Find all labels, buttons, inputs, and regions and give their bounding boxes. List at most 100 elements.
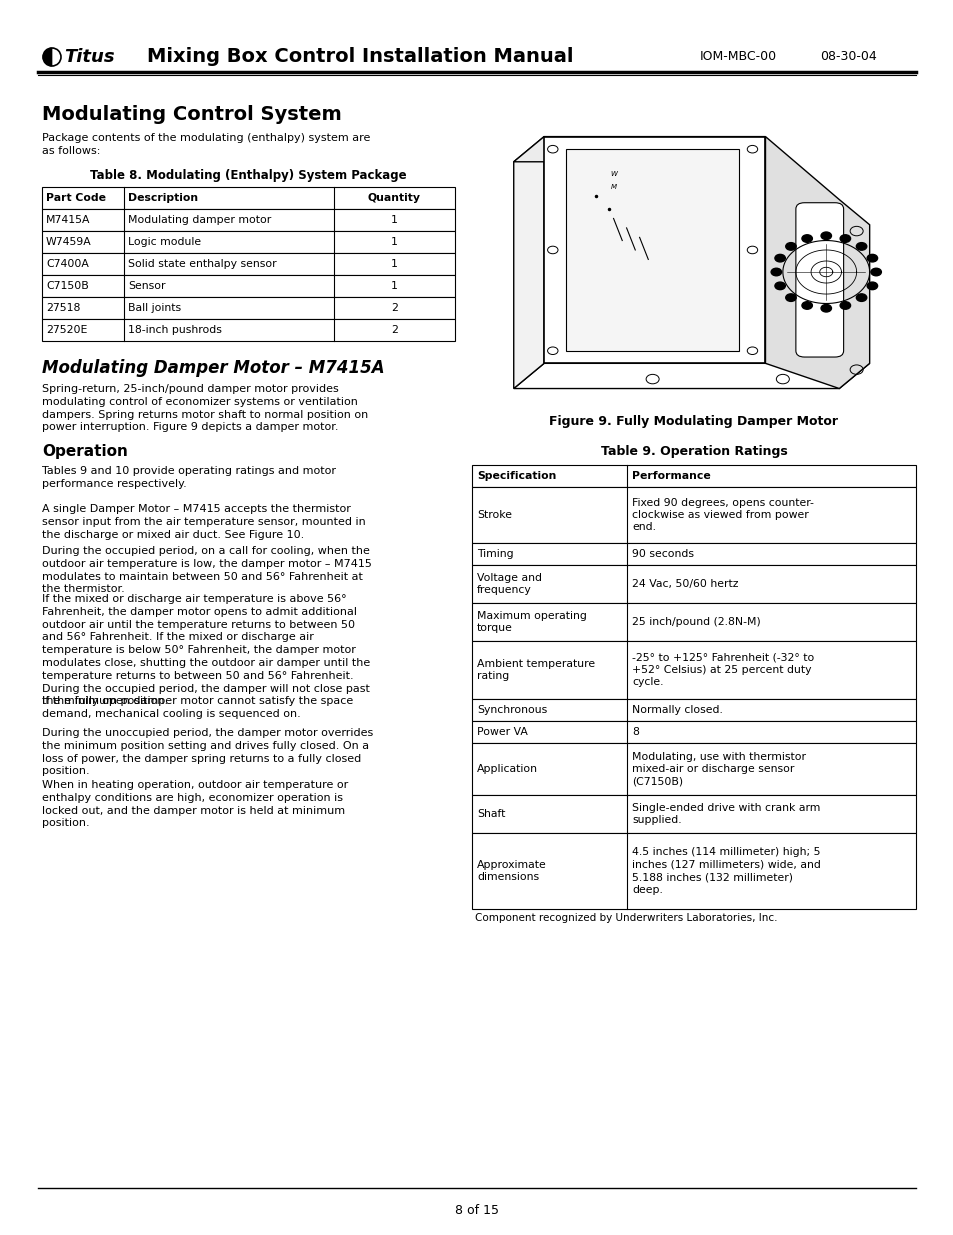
Bar [472, 795, 915, 832]
Circle shape [770, 268, 781, 275]
Circle shape [856, 294, 866, 301]
Polygon shape [513, 363, 869, 389]
FancyBboxPatch shape [795, 203, 842, 357]
Text: Spring-return, 25-inch/pound damper motor provides
modulating control of economi: Spring-return, 25-inch/pound damper moto… [42, 384, 368, 432]
Bar [472, 721, 915, 743]
Text: Approximate
dimensions: Approximate dimensions [476, 860, 546, 882]
Text: 1: 1 [391, 215, 397, 225]
Bar [472, 699, 915, 721]
Text: When in heating operation, outdoor air temperature or
enthalpy conditions are hi: When in heating operation, outdoor air t… [42, 781, 348, 829]
Text: W7459A: W7459A [46, 237, 91, 247]
Text: Ball joints: Ball joints [128, 303, 181, 312]
Bar [472, 466, 915, 487]
Text: Description: Description [128, 193, 198, 203]
Circle shape [856, 242, 866, 251]
Text: If the fully open damper motor cannot satisfy the space
demand, mechanical cooli: If the fully open damper motor cannot sa… [42, 697, 353, 719]
Text: Voltage and
frequency: Voltage and frequency [476, 573, 541, 595]
Text: 1: 1 [391, 259, 397, 269]
Text: Specification: Specification [476, 471, 556, 480]
Text: If the mixed or discharge air temperature is above 56°
Fahrenheit, the damper mo: If the mixed or discharge air temperatur… [42, 594, 370, 706]
Circle shape [870, 268, 881, 275]
Bar [42, 253, 455, 275]
Text: Part Code: Part Code [46, 193, 106, 203]
Text: 25 inch/pound (2.8N-M): 25 inch/pound (2.8N-M) [631, 618, 760, 627]
Text: C7150B: C7150B [46, 282, 89, 291]
Text: Ambient temperature
rating: Ambient temperature rating [476, 658, 595, 682]
Text: 8 of 15: 8 of 15 [455, 1203, 498, 1216]
Bar [42, 296, 455, 319]
Text: Power VA: Power VA [476, 727, 527, 737]
Bar [42, 275, 455, 296]
Text: Modulating Damper Motor – M7415A: Modulating Damper Motor – M7415A [42, 359, 384, 377]
Text: 24 Vac, 50/60 hertz: 24 Vac, 50/60 hertz [631, 579, 738, 589]
Text: Component recognized by Underwriters Laboratories, Inc.: Component recognized by Underwriters Lab… [475, 913, 777, 923]
Circle shape [774, 254, 784, 262]
Text: Table 8. Modulating (Enthalpy) System Package: Table 8. Modulating (Enthalpy) System Pa… [91, 169, 406, 182]
Bar [472, 832, 915, 909]
Text: 90 seconds: 90 seconds [631, 550, 693, 559]
Bar [472, 603, 915, 641]
Text: M7415A: M7415A [46, 215, 91, 225]
Bar [472, 743, 915, 795]
Text: M: M [610, 184, 616, 190]
Text: A single Damper Motor – M7415 accepts the thermistor
sensor input from the air t: A single Damper Motor – M7415 accepts th… [42, 504, 365, 540]
Text: Normally closed.: Normally closed. [631, 705, 722, 715]
Bar [472, 487, 915, 543]
Polygon shape [513, 137, 543, 389]
Text: 18-inch pushrods: 18-inch pushrods [128, 325, 222, 335]
Text: Titus: Titus [64, 48, 114, 65]
Text: Modulating damper motor: Modulating damper motor [128, 215, 271, 225]
Polygon shape [565, 149, 739, 351]
Text: During the occupied period, on a call for cooling, when the
outdoor air temperat: During the occupied period, on a call fo… [42, 546, 372, 594]
Bar [42, 186, 455, 209]
Text: Fixed 90 degrees, opens counter-
clockwise as viewed from power
end.: Fixed 90 degrees, opens counter- clockwi… [631, 498, 813, 532]
Wedge shape [43, 48, 52, 65]
Text: Sensor: Sensor [128, 282, 165, 291]
Circle shape [821, 305, 831, 312]
Text: Figure 9. Fully Modulating Damper Motor: Figure 9. Fully Modulating Damper Motor [549, 415, 838, 429]
Circle shape [785, 242, 796, 251]
Text: Single-ended drive with crank arm
supplied.: Single-ended drive with crank arm suppli… [631, 803, 820, 825]
Text: 2: 2 [391, 325, 397, 335]
Polygon shape [513, 137, 764, 162]
Bar [472, 641, 915, 699]
Text: Stroke: Stroke [476, 510, 512, 520]
Circle shape [801, 301, 812, 309]
Text: Modulating, use with thermistor
mixed-air or discharge sensor
(C7150B): Modulating, use with thermistor mixed-ai… [631, 752, 805, 787]
Bar [42, 319, 455, 341]
Text: 08-30-04: 08-30-04 [820, 51, 876, 63]
Text: IOM-MBC-00: IOM-MBC-00 [700, 51, 777, 63]
Text: Modulating Control System: Modulating Control System [42, 105, 341, 124]
Text: Mixing Box Control Installation Manual: Mixing Box Control Installation Manual [147, 47, 573, 67]
Text: W: W [610, 172, 617, 178]
Bar [42, 209, 455, 231]
Text: Shaft: Shaft [476, 809, 505, 819]
Text: Maximum operating
torque: Maximum operating torque [476, 611, 586, 634]
Text: Table 9. Operation Ratings: Table 9. Operation Ratings [600, 445, 786, 458]
Circle shape [774, 282, 784, 290]
Text: 1: 1 [391, 237, 397, 247]
Bar [42, 231, 455, 253]
Text: Timing: Timing [476, 550, 513, 559]
Text: Application: Application [476, 764, 537, 774]
Text: 8: 8 [631, 727, 639, 737]
Text: 27520E: 27520E [46, 325, 88, 335]
Text: 4.5 inches (114 millimeter) high; 5
inches (127 millimeters) wide, and
5.188 inc: 4.5 inches (114 millimeter) high; 5 inch… [631, 847, 820, 894]
Text: Logic module: Logic module [128, 237, 201, 247]
Text: 1: 1 [391, 282, 397, 291]
Polygon shape [764, 137, 869, 389]
Circle shape [840, 235, 850, 242]
Polygon shape [543, 137, 764, 363]
Text: Package contents of the modulating (enthalpy) system are
as follows:: Package contents of the modulating (enth… [42, 133, 370, 156]
Text: 2: 2 [391, 303, 397, 312]
Text: Performance: Performance [631, 471, 710, 480]
Circle shape [840, 301, 850, 309]
Text: Operation: Operation [42, 445, 128, 459]
Text: Tables 9 and 10 provide operating ratings and motor
performance respectively.: Tables 9 and 10 provide operating rating… [42, 466, 335, 489]
Circle shape [866, 254, 877, 262]
Text: During the unoccupied period, the damper motor overrides
the minimum position se: During the unoccupied period, the damper… [42, 727, 373, 777]
Text: C7400A: C7400A [46, 259, 89, 269]
Circle shape [801, 235, 812, 242]
Circle shape [866, 282, 877, 290]
Circle shape [785, 294, 796, 301]
